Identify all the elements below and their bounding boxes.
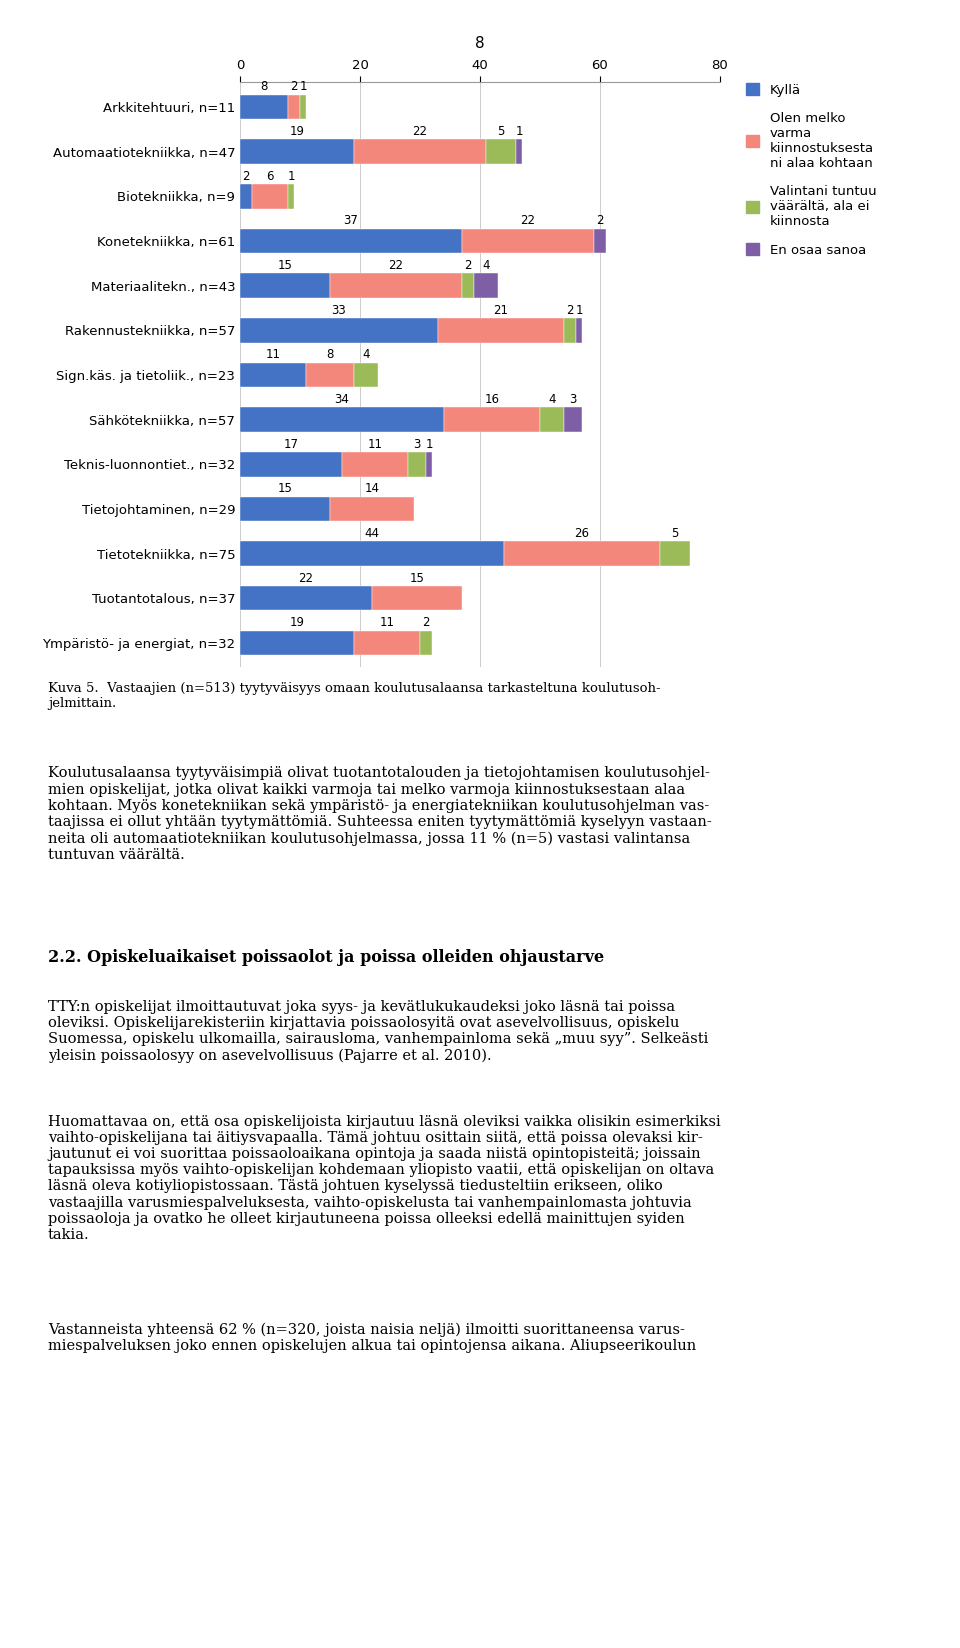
Text: 4: 4 [548,392,556,405]
Bar [564,318,576,343]
Text: 8: 8 [326,348,334,361]
Bar [372,587,462,610]
Text: 5: 5 [497,125,505,138]
Bar [240,541,504,565]
Bar [240,587,372,610]
Text: 15: 15 [410,572,424,585]
Text: 2: 2 [422,616,430,630]
Text: Vastanneista yhteensä 62 % (n=320, joista naisia neljä) ilmoitti suorittaneensa : Vastanneista yhteensä 62 % (n=320, joist… [48,1323,696,1353]
Text: 5: 5 [671,527,679,541]
Bar [504,541,660,565]
Bar [240,363,306,387]
Text: Koulutusalaansa tyytyväisimpiä olivat tuotantotalouden ja tietojohtamisen koulut: Koulutusalaansa tyytyväisimpiä olivat tu… [48,766,711,862]
Text: 2: 2 [465,259,471,272]
Text: 34: 34 [335,392,349,405]
Legend: Kyllä, Olen melko
varma
kiinnostuksesta
ni alaa kohtaan, Valintani tuntuu
vääräl: Kyllä, Olen melko varma kiinnostuksesta … [746,82,876,257]
Bar [420,631,432,656]
Text: 1: 1 [575,303,583,316]
Text: 8: 8 [475,36,485,51]
Text: 19: 19 [290,616,304,630]
Text: 26: 26 [574,527,589,541]
Text: 4: 4 [362,348,370,361]
Bar [564,407,582,432]
Bar [594,229,606,254]
Text: 8: 8 [260,81,268,94]
Text: 11: 11 [368,438,382,450]
Bar [240,229,462,254]
Text: 2: 2 [596,214,604,227]
Bar [300,94,306,119]
Bar [660,541,690,565]
Bar [240,140,354,163]
Text: 37: 37 [344,214,358,227]
Bar [330,274,462,298]
Text: 1: 1 [516,125,523,138]
Bar [240,496,330,521]
Bar [240,94,288,119]
Bar [540,407,564,432]
Text: 1: 1 [425,438,433,450]
Text: 6: 6 [266,170,274,183]
Text: 33: 33 [331,303,347,316]
Bar [576,318,582,343]
Text: 16: 16 [485,392,499,405]
Text: 2.2. Opiskeluaikaiset poissaolot ja poissa olleiden ohjaustarve: 2.2. Opiskeluaikaiset poissaolot ja pois… [48,949,604,966]
Bar [516,140,522,163]
Bar [240,452,342,476]
Text: 4: 4 [482,259,490,272]
Text: 19: 19 [290,125,304,138]
Bar [240,185,252,209]
Bar [240,274,330,298]
Bar [474,274,498,298]
Text: 15: 15 [277,259,293,272]
Text: 22: 22 [299,572,314,585]
Text: 11: 11 [266,348,280,361]
Text: 14: 14 [365,483,379,496]
Text: 3: 3 [569,392,577,405]
Text: 2: 2 [566,303,574,316]
Bar [462,274,474,298]
Bar [444,407,540,432]
Text: 22: 22 [389,259,403,272]
Text: 3: 3 [414,438,420,450]
Text: 2: 2 [290,81,298,94]
Bar [240,407,444,432]
Bar [342,452,408,476]
Text: TTY:n opiskelijat ilmoittautuvat joka syys- ja kevätlukukaudeksi joko läsnä tai : TTY:n opiskelijat ilmoittautuvat joka sy… [48,1000,708,1063]
Bar [354,363,378,387]
Bar [438,318,564,343]
Bar [354,140,486,163]
Bar [288,94,300,119]
Text: 1: 1 [287,170,295,183]
Bar [240,318,438,343]
Text: 21: 21 [493,303,509,316]
Bar [486,140,516,163]
Text: Huomattavaa on, että osa opiskelijoista kirjautuu läsnä oleviksi vaikka olisikin: Huomattavaa on, että osa opiskelijoista … [48,1114,721,1243]
Bar [252,185,288,209]
Bar [240,631,354,656]
Text: 22: 22 [520,214,536,227]
Text: 22: 22 [413,125,427,138]
Bar [408,452,426,476]
Bar [354,631,420,656]
Text: 2: 2 [242,170,250,183]
Text: 11: 11 [379,616,395,630]
Bar [306,363,354,387]
Text: 17: 17 [283,438,299,450]
Bar [462,229,594,254]
Bar [426,452,432,476]
Text: Kuva 5.  Vastaajien (n=513) tyytyväisyys omaan koulutusalaansa tarkasteltuna kou: Kuva 5. Vastaajien (n=513) tyytyväisyys … [48,682,660,710]
Bar [330,496,414,521]
Text: 15: 15 [277,483,293,496]
Bar [288,185,294,209]
Text: 1: 1 [300,81,307,94]
Text: 44: 44 [365,527,379,541]
